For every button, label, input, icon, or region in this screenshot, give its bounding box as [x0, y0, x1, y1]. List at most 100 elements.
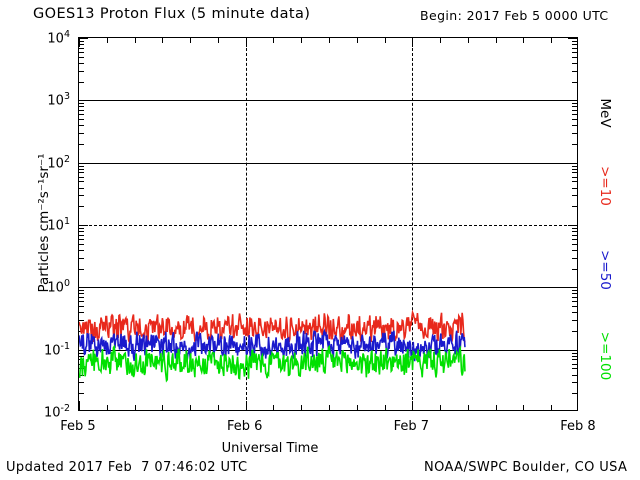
gridline-horizontal: [79, 100, 577, 102]
agency-credit: NOAA/SWPC Boulder, CO USA: [424, 460, 628, 475]
y-axis-tick: [79, 312, 84, 314]
y-axis-tick: [568, 38, 577, 39]
begin-time-label: Begin: 2017 Feb 5 0000 UTC: [420, 8, 609, 23]
legend-entry: >=50: [597, 250, 613, 290]
x-axis-tick: [412, 401, 414, 410]
y-axis-tick: [79, 352, 84, 354]
y-axis-tick: [572, 206, 577, 208]
y-axis-tick: [572, 330, 577, 332]
x-axis-tick: [106, 405, 108, 410]
y-axis-tick: [79, 227, 84, 229]
y-axis-tick: [79, 382, 84, 384]
y-axis-tick: [572, 301, 577, 303]
y-axis-tick: [572, 172, 577, 174]
y-axis-tick: [572, 143, 577, 145]
y-axis-tick: [572, 187, 577, 189]
y-axis-tick: [572, 363, 577, 365]
y-axis-tick: [572, 249, 577, 251]
y-axis-tick: [79, 290, 84, 292]
x-axis-tick: [190, 38, 192, 43]
chart-plot-area[interactable]: [78, 37, 578, 411]
x-axis-tick: [551, 405, 553, 410]
x-axis-tick: [79, 401, 80, 410]
y-axis-tick: [572, 70, 577, 72]
y-axis-tick: [572, 257, 577, 259]
y-axis-tick: [79, 56, 84, 58]
y-axis-tick: [79, 293, 84, 295]
y-axis-tick: [79, 234, 84, 236]
y-axis-tick: [79, 125, 84, 127]
y-axis-tick: [79, 51, 84, 53]
y-axis-tick: [79, 132, 84, 134]
y-axis-tick: [572, 56, 577, 58]
y-axis-tick: [572, 168, 577, 170]
x-axis-tick: [106, 38, 108, 43]
y-axis-tick: [79, 238, 84, 240]
x-axis-tick: [356, 405, 358, 410]
y-axis-tick: [79, 195, 84, 197]
y-axis-tick: [572, 382, 577, 384]
y-axis-tick: [572, 268, 577, 270]
x-axis-tick: [467, 38, 469, 43]
x-tick-label: Feb 8: [560, 419, 596, 434]
x-axis-tick: [495, 38, 497, 43]
y-axis-tick: [79, 319, 84, 321]
y-axis-tick: [79, 231, 84, 232]
x-axis-tick: [79, 38, 80, 47]
x-axis-tick: [134, 405, 136, 410]
x-axis-tick: [301, 38, 303, 43]
y-axis-tick: [79, 268, 84, 270]
y-axis-tick: [79, 243, 84, 245]
y-axis-tick: [572, 243, 577, 245]
x-axis-tick: [495, 405, 497, 410]
y-axis-tick: [568, 349, 577, 351]
y-axis-tick: [79, 44, 84, 45]
y-axis-tick: [79, 119, 84, 121]
x-axis-tick: [245, 401, 247, 410]
y-axis-tick: [572, 114, 577, 116]
x-tick-label: Feb 6: [226, 419, 263, 434]
x-axis-tick: [273, 405, 275, 410]
y-axis-tick: [572, 132, 577, 134]
y-axis-tick: [79, 47, 84, 49]
y-axis-tick: [572, 234, 577, 236]
y-axis-tick: [572, 125, 577, 127]
x-axis-tick: [356, 38, 358, 43]
gridline-horizontal: [79, 225, 577, 226]
y-axis-tick: [572, 165, 577, 167]
y-axis-tick: [79, 40, 84, 42]
x-axis-tick: [329, 38, 330, 43]
data-series-line: [79, 331, 465, 361]
data-series-group: [79, 38, 577, 410]
x-axis-tick: [467, 405, 469, 410]
y-axis-tick: [79, 355, 84, 357]
x-axis-tick: [384, 38, 386, 43]
y-axis-tick: [572, 290, 577, 292]
x-axis-label-text: Universal Time: [221, 441, 319, 456]
y-axis-tick: [572, 103, 577, 105]
y-axis-tick: [572, 231, 577, 232]
y-axis-tick: [79, 206, 84, 208]
gridline-horizontal: [79, 162, 577, 164]
data-series-line: [79, 347, 465, 381]
y-axis-tick: [79, 176, 84, 178]
y-axis-tick: [572, 176, 577, 178]
y-axis-tick: [79, 70, 84, 72]
y-axis-tick: [79, 181, 84, 183]
y-tick-label: 10-2: [43, 403, 70, 421]
y-axis-tick: [572, 238, 577, 240]
y-axis-tick: [572, 119, 577, 121]
gridline-vertical: [412, 38, 414, 410]
y-axis-tick: [79, 257, 84, 259]
y-axis-tick: [79, 172, 84, 174]
y-axis-tick: [79, 38, 88, 39]
y-axis-tick: [572, 352, 577, 354]
y-axis-tick: [572, 81, 577, 83]
y-axis-tick: [572, 106, 577, 108]
x-axis-tick: [134, 38, 136, 43]
y-axis-tick: [79, 106, 84, 108]
x-tick-label: Feb 5: [60, 419, 96, 434]
y-axis-tick: [572, 319, 577, 321]
y-axis-tick: [79, 374, 84, 376]
y-axis-tick: [572, 393, 577, 395]
